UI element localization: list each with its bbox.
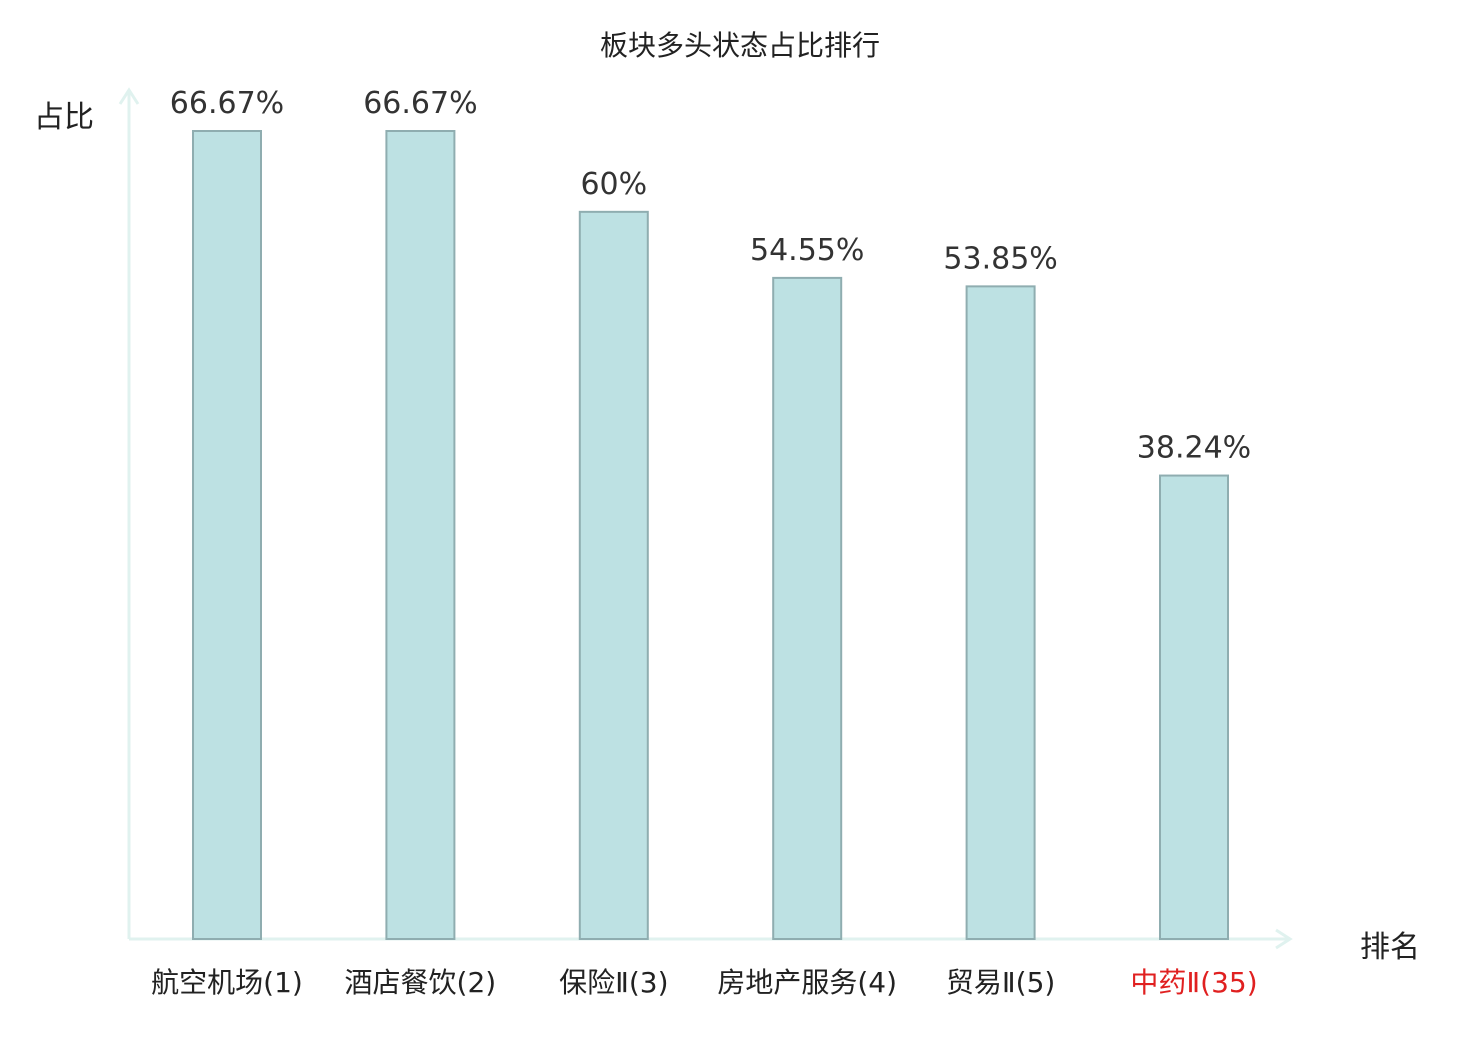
bar bbox=[578, 210, 649, 940]
bar bbox=[772, 276, 843, 940]
bar bbox=[385, 130, 456, 940]
bars-group bbox=[192, 130, 1229, 941]
value-label: 66.67% bbox=[363, 86, 477, 121]
value-label: 60% bbox=[580, 167, 647, 202]
y-axis-label: 占比 bbox=[34, 100, 94, 135]
category-label: 中药Ⅱ(35) bbox=[1130, 966, 1258, 999]
x-axis-label: 排名 bbox=[1360, 930, 1420, 965]
category-label: 酒店餐饮(2) bbox=[344, 966, 497, 999]
bar bbox=[192, 130, 262, 940]
bar bbox=[1159, 474, 1229, 940]
value-label: 38.24% bbox=[1137, 431, 1251, 466]
value-label: 53.85% bbox=[943, 241, 1057, 276]
category-label: 保险Ⅱ(3) bbox=[559, 966, 669, 999]
x-axis-arrow bbox=[1275, 928, 1293, 950]
bar bbox=[965, 285, 1036, 941]
y-axis-arrow bbox=[118, 87, 140, 105]
chart-title: 板块多头状态占比排行 bbox=[599, 29, 880, 62]
value-labels-group: 66.67% 66.67% 60% 54.55% 53.85% 38.24% bbox=[170, 86, 1251, 466]
value-label: 66.67% bbox=[170, 86, 284, 121]
category-label: 贸易Ⅱ(5) bbox=[945, 966, 1056, 999]
category-label: 房地产服务(4) bbox=[717, 966, 898, 999]
axes bbox=[118, 87, 1293, 950]
value-label: 54.55% bbox=[750, 233, 864, 268]
category-label: 航空机场(1) bbox=[151, 966, 303, 999]
